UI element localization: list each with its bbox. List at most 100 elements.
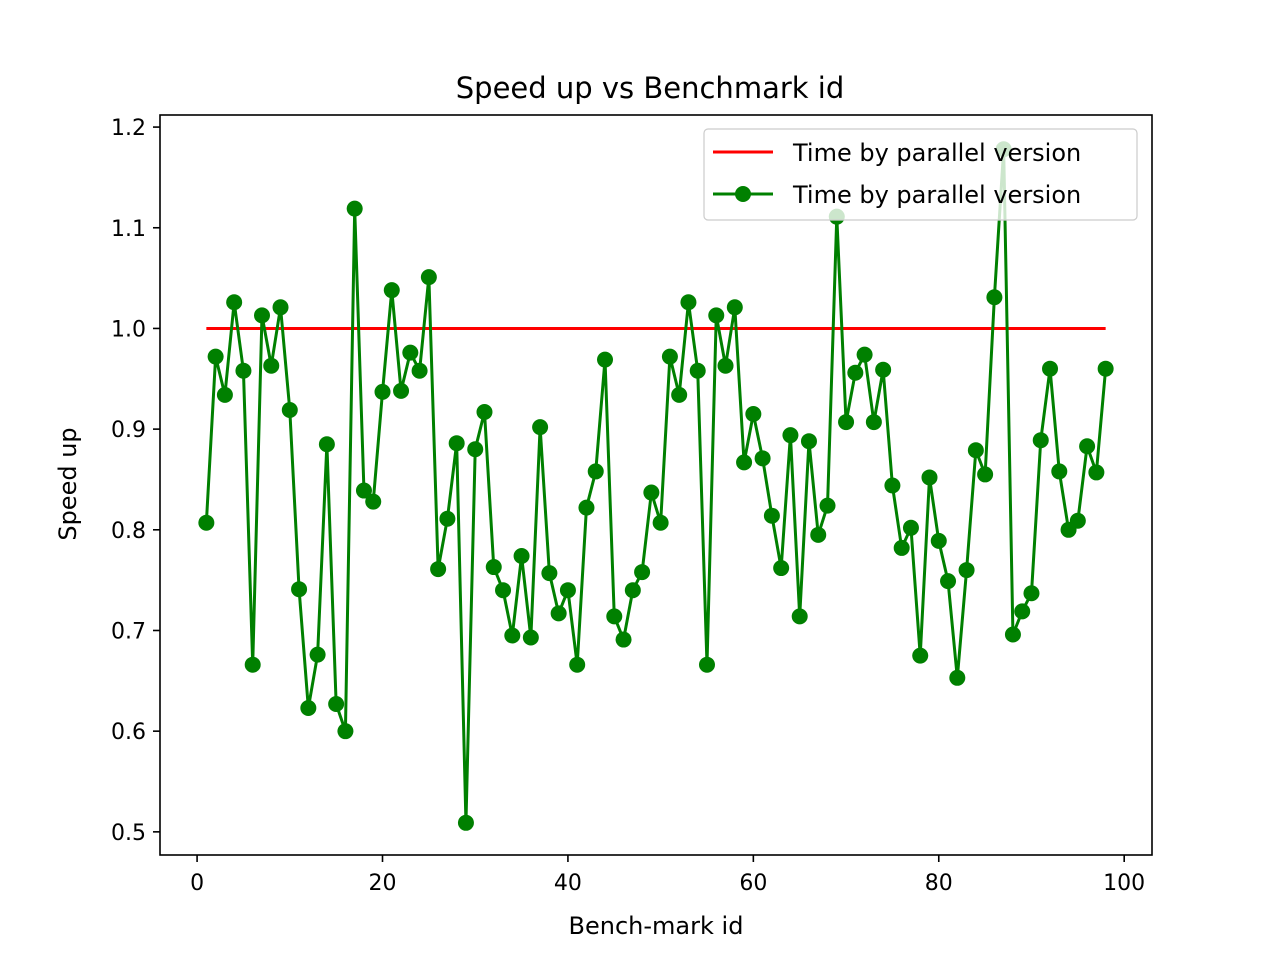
axes-frame xyxy=(159,114,1153,856)
speedup-point-84 xyxy=(967,442,984,459)
speedup-point-91 xyxy=(1032,432,1049,449)
legend-marker-speedup xyxy=(735,186,751,202)
speedup-point-16 xyxy=(337,723,354,740)
x-tick-label-40: 40 xyxy=(554,871,582,896)
speedup-point-85 xyxy=(977,466,994,483)
speedup-point-40 xyxy=(559,582,576,599)
speedup-point-64 xyxy=(782,427,799,444)
speedup-point-22 xyxy=(393,382,410,399)
speedup-point-77 xyxy=(902,519,919,536)
speedup-point-49 xyxy=(643,484,660,501)
speedup-point-83 xyxy=(958,562,975,579)
speedup-point-25 xyxy=(420,269,437,286)
chart-title: Speed up vs Benchmark id xyxy=(456,71,844,105)
speedup-point-8 xyxy=(263,357,280,374)
speedup-point-46 xyxy=(615,631,632,648)
speedup-point-33 xyxy=(495,582,512,599)
speedup-point-18 xyxy=(355,482,372,499)
speedup-point-23 xyxy=(402,344,419,361)
speedup-point-71 xyxy=(847,364,864,381)
speedup-series-line xyxy=(204,147,1108,825)
speedup-point-66 xyxy=(800,433,817,450)
speedup-point-56 xyxy=(708,307,725,324)
x-tick-label-0: 0 xyxy=(190,871,204,896)
speedup-point-15 xyxy=(328,695,345,712)
speedup-point-11 xyxy=(291,581,308,598)
speedup-point-57 xyxy=(717,357,734,374)
speedup-point-70 xyxy=(838,414,855,431)
speedup-point-88 xyxy=(1004,626,1021,643)
speedup-point-76 xyxy=(893,539,910,556)
speedup-point-82 xyxy=(949,669,966,686)
speedup-point-81 xyxy=(940,573,957,590)
y-tick-label-0.6: 0.6 xyxy=(111,720,146,745)
speedup-point-4 xyxy=(226,294,243,311)
legend-label-baseline: Time by parallel version xyxy=(792,139,1081,167)
x-axis-label: Bench-mark id xyxy=(569,912,744,940)
speedup-point-19 xyxy=(365,493,382,510)
speedup-point-24 xyxy=(411,362,428,379)
speedup-point-13 xyxy=(309,646,326,663)
speedup-point-5 xyxy=(235,362,252,379)
speedup-point-1 xyxy=(198,514,215,531)
speedup-point-52 xyxy=(671,386,688,403)
speedup-point-89 xyxy=(1014,603,1031,620)
speedup-point-95 xyxy=(1069,512,1086,529)
speedup-point-7 xyxy=(253,307,270,324)
speedup-point-12 xyxy=(300,700,317,717)
speedup-point-54 xyxy=(689,362,706,379)
speedup-point-35 xyxy=(513,547,530,564)
y-tick-label-0.8: 0.8 xyxy=(111,519,146,544)
speedup-point-75 xyxy=(884,477,901,494)
speedup-point-36 xyxy=(522,629,539,646)
speedup-point-73 xyxy=(865,414,882,431)
speedup-point-86 xyxy=(986,289,1003,306)
speedup-point-14 xyxy=(318,436,335,453)
x-tick-label-80: 80 xyxy=(925,871,953,896)
speedup-point-55 xyxy=(698,656,715,673)
speedup-point-67 xyxy=(810,526,827,543)
speedup-point-60 xyxy=(745,406,762,423)
speedup-point-41 xyxy=(569,656,586,673)
speedup-point-38 xyxy=(541,565,558,582)
speedup-point-98 xyxy=(1097,360,1114,377)
x-tick-label-60: 60 xyxy=(739,871,767,896)
speedup-point-34 xyxy=(504,627,521,644)
speedup-point-59 xyxy=(736,454,753,471)
legend-label-speedup: Time by parallel version xyxy=(792,181,1081,209)
speedup-point-72 xyxy=(856,346,873,363)
y-axis-label: Speed up xyxy=(54,427,82,540)
speedup-point-50 xyxy=(652,514,669,531)
speedup-point-93 xyxy=(1051,463,1068,480)
speedup-point-43 xyxy=(587,463,604,480)
speedup-point-27 xyxy=(439,510,456,527)
legend-frame xyxy=(703,128,1138,221)
speedup-point-42 xyxy=(578,499,595,516)
x-tick-label-20: 20 xyxy=(369,871,397,896)
speedup-point-9 xyxy=(272,299,289,316)
speedup-point-44 xyxy=(597,351,614,368)
speedup-point-79 xyxy=(921,469,938,486)
speedup-point-30 xyxy=(467,441,484,458)
speedup-point-80 xyxy=(930,532,947,549)
speedup-point-6 xyxy=(244,656,261,673)
speedup-point-45 xyxy=(606,608,623,625)
speedup-point-21 xyxy=(383,282,400,299)
speedup-point-31 xyxy=(476,404,493,421)
speedup-point-78 xyxy=(912,647,929,664)
speedup-point-48 xyxy=(634,564,651,581)
y-tick-label-1.2: 1.2 xyxy=(111,116,146,141)
speedup-point-3 xyxy=(216,386,233,403)
speedup-point-65 xyxy=(791,608,808,625)
speedup-point-92 xyxy=(1042,360,1059,377)
speedup-point-39 xyxy=(550,605,567,622)
speedup-point-10 xyxy=(281,401,298,418)
speedup-point-68 xyxy=(819,497,836,514)
speedup-point-20 xyxy=(374,383,391,400)
speedup-point-74 xyxy=(875,361,892,378)
speedup-point-37 xyxy=(532,419,549,436)
speedup-point-51 xyxy=(661,348,678,365)
speedup-point-63 xyxy=(773,560,790,577)
speedup-point-17 xyxy=(346,200,363,217)
